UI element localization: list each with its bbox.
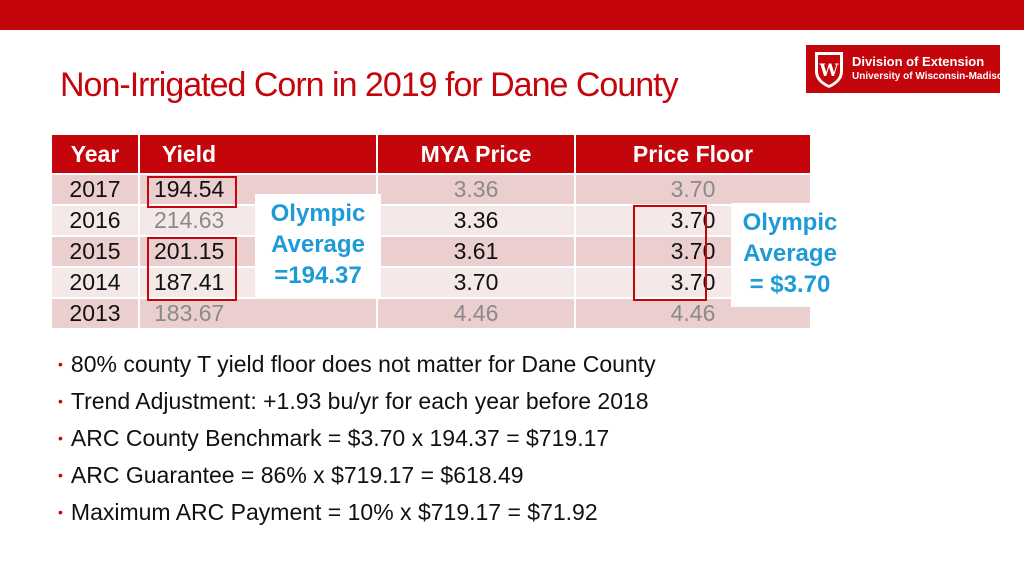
table-row: 2013 183.67 4.46 4.46 [52,297,812,328]
slide-title: Non-Irrigated Corn in 2019 for Dane Coun… [60,66,679,104]
bullet-icon: • [58,467,63,483]
bullet-text: Trend Adjustment: +1.93 bu/yr for each y… [70,388,649,414]
year-cell: 2014 [52,266,140,298]
yield-2015-2014-highlight [147,237,237,301]
mya-price-cell: 3.70 [377,266,576,298]
price-olympic-average-callout: Olympic Average = $3.70 [731,203,849,307]
header-yield: Yield [139,135,378,174]
price-floor-cell: 3.70 [575,173,812,205]
logo-title: Division of Extension [852,54,985,69]
callout-value: = $3.70 [749,271,831,298]
callout-value: =194.37 [274,262,362,289]
list-item: • Trend Adjustment: +1.93 bu/yr for each … [58,383,656,420]
year-cell: 2017 [52,173,140,205]
callout-line: Olympic [742,209,838,236]
callout-line: Average [743,240,837,267]
bullet-icon: • [58,504,63,520]
corn-data-table: Year Yield MYA Price Price Floor 2017 19… [52,135,812,328]
year-cell: 2013 [52,297,140,328]
header-mya-price: MYA Price [377,135,576,174]
list-item: • Maximum ARC Payment = 10% x $719.17 = $… [58,494,656,531]
bullet-icon: • [58,430,63,446]
bullet-text: Maximum ARC Payment = 10% x $719.17 = $7… [70,499,598,525]
extension-logo: W Division of Extension University of Wi… [806,45,1009,93]
bullet-text: ARC County Benchmark = $3.70 x 194.37 = … [70,425,610,451]
mya-price-cell: 3.61 [377,235,576,267]
header-year: Year [52,135,140,174]
bullet-icon: • [58,393,63,409]
callout-line: Olympic [270,200,366,227]
bullet-text: 80% county T yield floor does not matter… [70,351,656,377]
uw-crest-icon: W [812,49,846,89]
bullet-icon: • [58,356,63,372]
callout-line: Average [271,231,365,258]
top-accent-bar [0,0,1024,30]
svg-text:W: W [818,61,839,81]
header-price-floor: Price Floor [575,135,812,174]
table-header-row: Year Yield MYA Price Price Floor [52,135,812,174]
list-item: • ARC County Benchmark = $3.70 x 194.37 =… [58,420,656,457]
price-floor-highlight [633,205,707,301]
yield-2017-highlight [147,176,237,208]
year-cell: 2015 [52,235,140,267]
table-row: 2017 194.54 3.36 3.70 [52,173,812,205]
list-item: • 80% county T yield floor does not matte… [58,346,656,383]
yield-olympic-average-callout: Olympic Average =194.37 [255,194,381,298]
mya-price-cell: 4.46 [377,297,576,328]
list-item: • ARC Guarantee = 86% x $719.17 = $618.49 [58,457,656,494]
logo-subtitle: University of Wisconsin-Madison [852,71,1010,82]
mya-price-cell: 3.36 [377,173,576,205]
year-cell: 2016 [52,204,140,236]
bullet-text: ARC Guarantee = 86% x $719.17 = $618.49 [70,462,524,488]
mya-price-cell: 3.36 [377,204,576,236]
yield-cell: 183.67 [139,297,378,328]
bullet-list: • 80% county T yield floor does not matte… [58,346,656,531]
